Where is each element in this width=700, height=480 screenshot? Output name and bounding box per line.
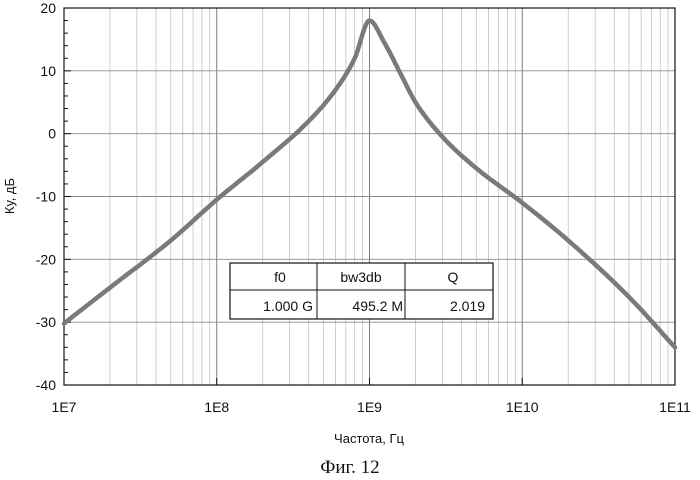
y-axis-label: Ку, дБ	[2, 178, 17, 214]
table-header-f0: f0	[274, 269, 286, 285]
table-header-bw3db: bw3db	[340, 269, 381, 285]
x-tick-label: 1E7	[52, 399, 77, 415]
results-table: f0 bw3db Q 1.000 G 495.2 M 2.019	[230, 263, 493, 319]
x-tick-label: 1E9	[357, 399, 382, 415]
figure-caption: Фиг. 12	[320, 457, 379, 478]
y-tick-label: -20	[36, 251, 56, 267]
table-value-bw3db: 495.2 M	[352, 298, 403, 314]
y-tick-label: -40	[36, 377, 56, 393]
y-axis: 20 10 0 -10 -20 -30 -40	[36, 0, 71, 393]
x-tick-label: 1E11	[659, 399, 691, 415]
y-tick-label: 0	[48, 126, 56, 142]
y-tick-label: 20	[40, 0, 56, 16]
grid	[64, 8, 675, 385]
table-value-q: 2.019	[450, 298, 485, 314]
y-tick-label: -30	[36, 314, 56, 330]
x-tick-label: 1E8	[204, 399, 229, 415]
table-value-f0: 1.000 G	[263, 298, 313, 314]
table-header-q: Q	[448, 269, 459, 285]
y-tick-label: -10	[36, 189, 56, 205]
y-tick-label: 10	[40, 63, 56, 79]
x-axis-label: Частота, Гц	[334, 431, 404, 446]
x-tick-label: 1E10	[506, 399, 539, 415]
